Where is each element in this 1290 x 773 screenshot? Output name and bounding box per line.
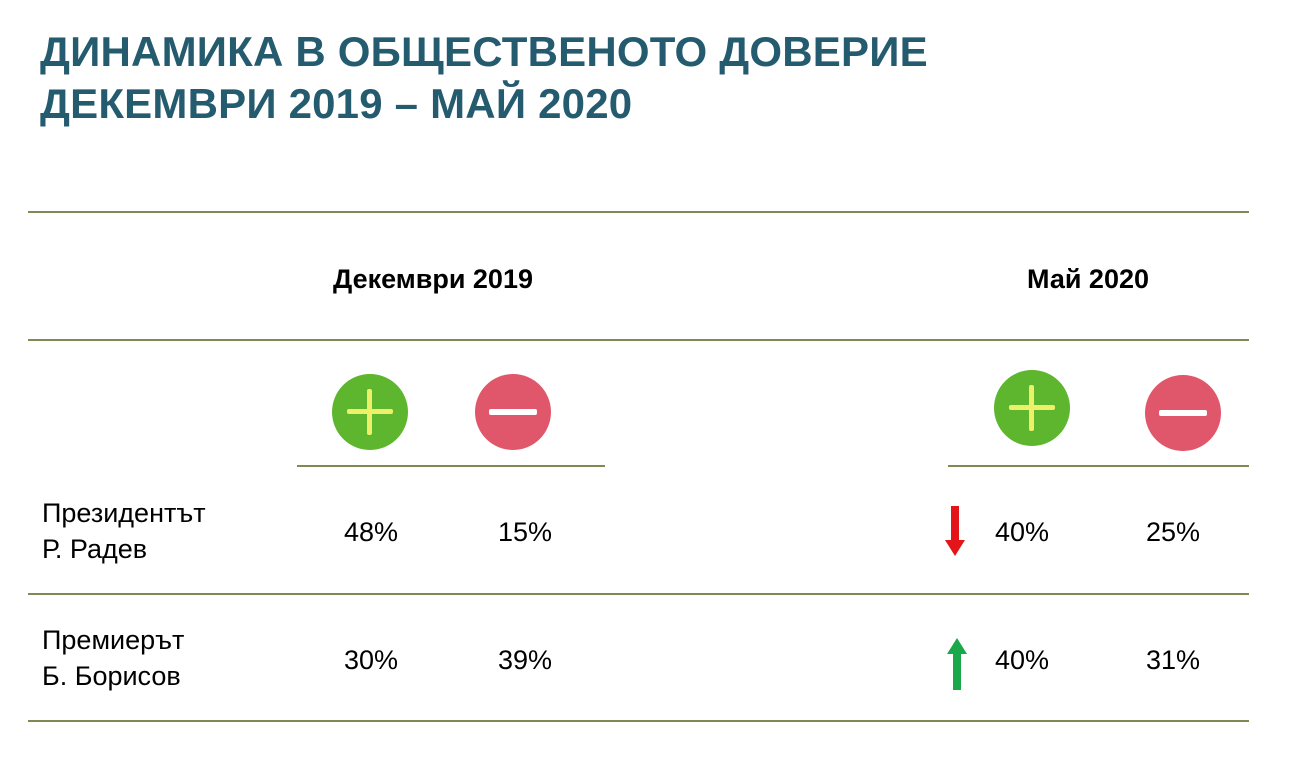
row-label-line-2: Б. Борисов: [42, 661, 181, 691]
row-label-line-1: Президентът: [42, 498, 206, 528]
page-title: ДИНАМИКА В ОБЩЕСТВЕНОТО ДОВЕРИЕ ДЕКЕМВРИ…: [40, 26, 928, 130]
value-may-negative: 31%: [1145, 645, 1201, 675]
row-rule: [28, 593, 1249, 595]
minus-icon: [1145, 375, 1221, 451]
row-label-line-2: Р. Радев: [42, 534, 148, 564]
icon-rule-december: [297, 465, 605, 467]
plus-icon: [332, 374, 408, 450]
minus-icon: [475, 374, 551, 450]
icon-rule-may: [948, 465, 1249, 467]
value-dec-positive: 30%: [343, 645, 399, 675]
value-dec-negative: 15%: [497, 517, 553, 547]
title-line-2: ДЕКЕМВРИ 2019 – МАЙ 2020: [40, 80, 633, 127]
column-header-december-2019: Декември 2019: [333, 264, 533, 294]
arrow-down-icon: [945, 506, 965, 556]
plus-icon: [994, 370, 1070, 446]
bottom-rule: [28, 720, 1249, 722]
title-line-1: ДИНАМИКА В ОБЩЕСТВЕНОТО ДОВЕРИЕ: [40, 28, 928, 75]
value-may-positive: 40%: [994, 517, 1050, 547]
column-header-may-2020: Май 2020: [1027, 264, 1150, 294]
row-label-prime-minister: Премиерът Б. Борисов: [42, 622, 184, 694]
header-rule: [28, 339, 1249, 341]
value-dec-negative: 39%: [497, 645, 553, 675]
row-label-president: Президентът Р. Радев: [42, 495, 206, 567]
top-rule: [28, 211, 1249, 213]
arrow-up-icon: [947, 638, 967, 690]
value-may-negative: 25%: [1145, 517, 1201, 547]
value-may-positive: 40%: [994, 645, 1050, 675]
value-dec-positive: 48%: [343, 517, 399, 547]
row-label-line-1: Премиерът: [42, 625, 185, 655]
